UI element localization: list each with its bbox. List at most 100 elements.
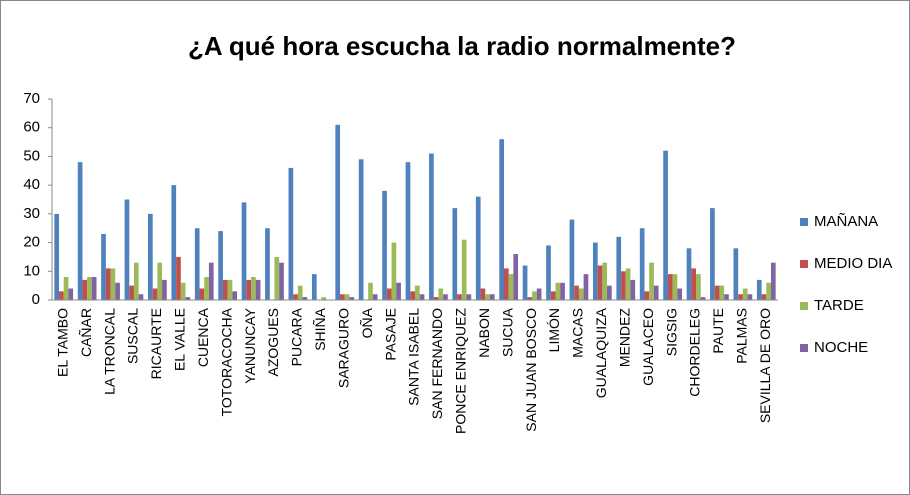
bar <box>480 288 486 300</box>
x-tick-label: SHIÑA <box>312 307 328 350</box>
bar <box>677 288 682 300</box>
legend-label: MAÑANA <box>814 213 878 230</box>
bar <box>176 256 181 300</box>
x-tick-label: PAUTE <box>710 308 726 354</box>
x-tick-label: GUALACEO <box>640 308 656 386</box>
bar <box>672 274 678 300</box>
x-tick-label: CAÑAR <box>78 308 94 357</box>
bar <box>105 268 111 300</box>
x-tick-label: SANTA ISABEL <box>406 308 422 406</box>
bar <box>129 285 134 300</box>
bar <box>607 285 612 300</box>
bar <box>513 254 519 300</box>
bar <box>124 199 130 300</box>
bar <box>133 262 139 300</box>
bar <box>621 271 626 300</box>
bar <box>410 291 415 300</box>
bar <box>391 242 397 300</box>
bar <box>700 297 706 300</box>
bar <box>255 279 261 300</box>
bar <box>415 285 420 300</box>
bar <box>68 288 74 300</box>
bar <box>335 124 341 300</box>
bar <box>91 277 97 300</box>
x-tick-label: LA TRONCAL <box>101 308 117 395</box>
bar <box>101 233 106 300</box>
bar <box>574 285 579 300</box>
bar <box>686 248 692 300</box>
x-tick-label: PONCE ENRIQUEZ <box>453 308 469 434</box>
bar <box>138 294 144 300</box>
bar <box>747 294 753 300</box>
bar <box>522 265 528 300</box>
bar <box>452 208 458 300</box>
bar <box>592 242 598 300</box>
x-tick-label: MACAS <box>570 308 586 358</box>
bar <box>265 228 270 300</box>
x-tick-label: SUSCAL <box>125 308 141 364</box>
x-tick-label: YANUNCAY <box>242 307 258 383</box>
bar <box>653 285 659 300</box>
bar <box>429 153 434 300</box>
legend-label: TARDE <box>814 297 864 314</box>
bar <box>372 294 378 300</box>
bar <box>358 159 364 300</box>
bar <box>77 162 83 300</box>
bar <box>110 268 116 300</box>
bar <box>639 228 645 300</box>
bar <box>293 294 298 300</box>
bar <box>710 208 715 300</box>
bar <box>194 228 200 300</box>
x-tick-label: NABON <box>476 308 492 358</box>
bar <box>148 213 153 300</box>
bar <box>475 196 481 300</box>
bar <box>503 268 509 300</box>
bar <box>396 282 401 300</box>
bar <box>644 291 650 300</box>
x-tick-label: SIGSIG <box>663 308 679 356</box>
x-tick-label: TOTORACOCHA <box>218 307 234 416</box>
legend-swatch <box>800 344 808 352</box>
bar <box>208 262 214 300</box>
bar <box>171 185 177 300</box>
bar <box>742 288 748 300</box>
bar <box>180 282 186 300</box>
legend-label: NOCHE <box>814 339 868 356</box>
bar <box>405 162 411 300</box>
bar <box>218 231 223 300</box>
bar <box>274 256 280 300</box>
bar <box>349 297 355 300</box>
bar <box>461 239 467 300</box>
bar <box>115 282 120 300</box>
legend-swatch <box>800 302 808 310</box>
bar <box>625 268 631 300</box>
bar <box>82 279 88 300</box>
bar <box>667 274 673 300</box>
bar <box>279 262 284 300</box>
bar <box>756 279 762 300</box>
y-tick-label: 60 <box>23 119 40 136</box>
bar <box>251 277 256 300</box>
bar <box>63 277 69 300</box>
bar <box>297 285 303 300</box>
x-tick-label: CUENCA <box>195 307 211 367</box>
bar <box>227 279 233 300</box>
bar <box>560 282 565 300</box>
y-tick-label: 0 <box>32 291 40 308</box>
bar <box>340 294 345 300</box>
legend-swatch <box>800 218 808 226</box>
bar <box>733 248 739 300</box>
x-tick-label: SAN JUAN BOSCO <box>523 308 539 432</box>
bar <box>382 190 387 300</box>
bar <box>719 285 725 300</box>
y-tick-label: 10 <box>23 262 40 279</box>
bar <box>419 294 425 300</box>
bar <box>578 288 584 300</box>
x-tick-label: PUCARA <box>289 307 305 366</box>
bar <box>583 274 589 300</box>
x-tick-label: PALMAS <box>734 308 750 364</box>
bar <box>222 279 228 300</box>
y-tick-label: 30 <box>23 205 40 222</box>
bar <box>663 150 668 300</box>
